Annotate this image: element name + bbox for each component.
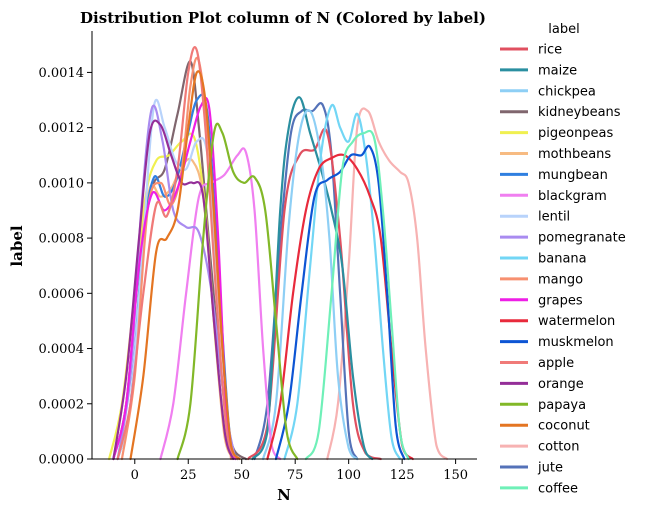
legend-label-orange: orange: [538, 377, 584, 392]
series-line-grapes: [112, 97, 237, 461]
plot-lines: [108, 46, 449, 461]
legend-label-mungbean: mungbean: [538, 168, 608, 183]
legend-label-mango: mango: [538, 272, 583, 287]
legend-label-jute: jute: [537, 461, 563, 476]
y-tick-label: 0.0010: [39, 176, 85, 191]
x-axis-label: N: [277, 486, 291, 504]
y-tick-label: 0.0004: [39, 342, 85, 357]
axes: [91, 31, 477, 460]
y-axis-label: label: [8, 225, 26, 266]
series-line-banana: [283, 103, 402, 461]
series-line-maize: [251, 96, 374, 461]
legend-label-chickpea: chickpea: [538, 84, 596, 99]
legend-label-mothbeans: mothbeans: [538, 147, 611, 162]
y-tick-label: 0.0006: [39, 287, 85, 302]
legend-label-watermelon: watermelon: [538, 314, 615, 329]
legend-label-cotton: cotton: [538, 440, 580, 455]
legend-label-pigeonpeas: pigeonpeas: [538, 126, 614, 141]
legend-label-pomegranate: pomegranate: [538, 231, 626, 246]
x-tick-label: 25: [180, 468, 197, 483]
legend-label-apple: apple: [538, 356, 574, 371]
series-line-cotton: [326, 107, 449, 461]
y-tick-label: 0.0014: [39, 66, 85, 81]
legend-label-kidneybeans: kidneybeans: [538, 105, 621, 120]
legend-label-rice: rice: [538, 43, 562, 58]
x-tick-label: 75: [287, 468, 304, 483]
series-line-coconut: [129, 70, 241, 461]
legend-label-blackgram: blackgram: [538, 189, 607, 204]
y-ticks: 0.0000 0.0002 0.0004 0.0006 0.0008 0.0010 0.00…: [39, 66, 92, 468]
x-tick-label: 0: [131, 468, 139, 483]
x-tick-label: 50: [233, 468, 250, 483]
x-tick-label: 150: [443, 468, 468, 483]
y-tick-label: 0.0002: [39, 397, 85, 412]
y-tick-label: 0.0008: [39, 232, 85, 247]
chart-title: Distribution Plot column of N (Colored b…: [80, 9, 486, 27]
y-tick-label: 0.0012: [39, 121, 85, 136]
legend-title: label: [548, 22, 579, 37]
legend-label-grapes: grapes: [538, 293, 583, 308]
series-line-chickpea: [262, 109, 359, 461]
legend-label-papaya: papaya: [538, 398, 586, 413]
series-line-muskmelon: [274, 144, 406, 461]
legend-label-coconut: coconut: [538, 419, 590, 434]
series-line-apple: [116, 46, 239, 461]
legend: label rice maize chickpea kidneybeans pigeon…: [500, 22, 626, 496]
x-tick-label: 125: [390, 468, 415, 483]
legend-label-maize: maize: [538, 63, 577, 78]
x-ticks: 0 25 50 75 100 125 150: [131, 459, 468, 483]
x-tick-label: 100: [336, 468, 361, 483]
series-line-papaya: [176, 122, 299, 461]
legend-label-coffee: coffee: [538, 481, 578, 496]
series-line-rice: [247, 127, 382, 461]
series-line-coffee: [304, 129, 410, 461]
series-line-blackgram: [159, 147, 282, 461]
legend-label-banana: banana: [538, 252, 587, 267]
legend-label-lentil: lentil: [538, 210, 570, 225]
legend-label-muskmelon: muskmelon: [538, 335, 614, 350]
series-line-orange: [112, 119, 235, 461]
y-tick-label: 0.0000: [39, 453, 85, 468]
